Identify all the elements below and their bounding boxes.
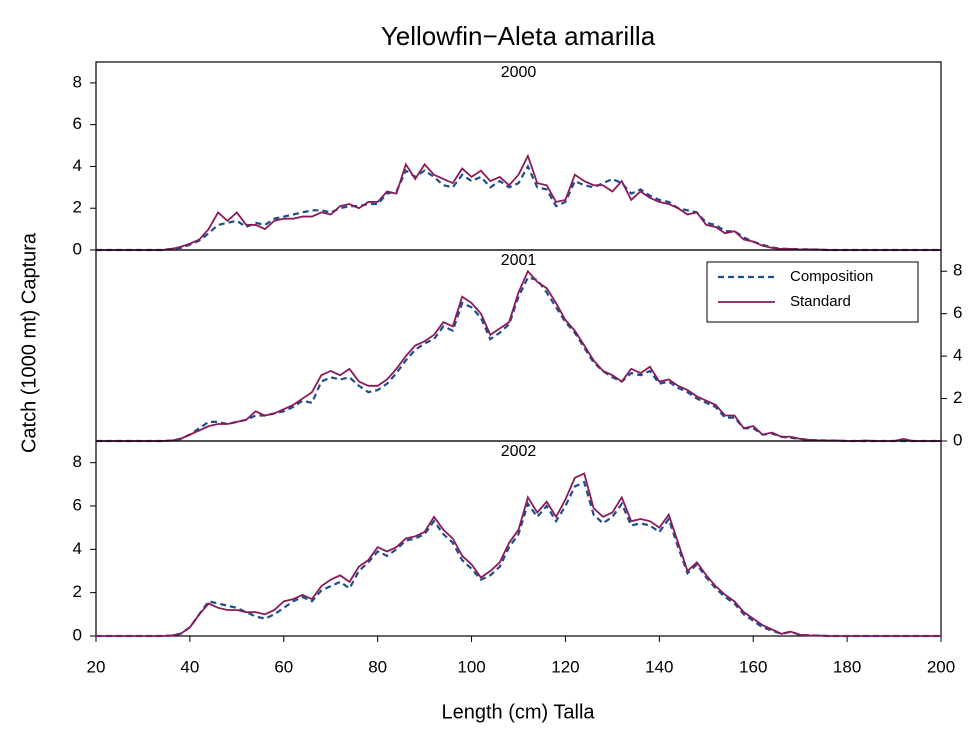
y-tick-label: 6 xyxy=(73,495,82,514)
x-tick-label: 180 xyxy=(833,657,861,676)
y-tick-label: 4 xyxy=(73,539,82,558)
y-tick-label: 2 xyxy=(953,388,962,407)
y-tick-label: 6 xyxy=(953,303,962,322)
y-tick-label: 2 xyxy=(73,582,82,601)
y-tick-label: 4 xyxy=(73,156,82,175)
y-tick-label: 0 xyxy=(73,239,82,258)
panel-title: 2000 xyxy=(501,64,537,81)
x-tick-label: 20 xyxy=(87,657,106,676)
series-line xyxy=(96,480,941,638)
panel-frame xyxy=(95,440,942,637)
y-tick-label: 8 xyxy=(73,72,82,91)
series-line xyxy=(96,276,941,443)
y-tick-label: 0 xyxy=(953,430,962,449)
x-tick-label: 140 xyxy=(645,657,673,676)
y-tick-label: 4 xyxy=(953,346,962,365)
series-line xyxy=(96,153,941,251)
x-tick-label: 60 xyxy=(274,657,293,676)
x-tick-label: 200 xyxy=(927,657,955,676)
y-tick-label: 0 xyxy=(73,625,82,644)
series-line xyxy=(96,472,941,637)
series-line xyxy=(96,163,941,252)
panel-frame xyxy=(95,61,942,251)
legend-box xyxy=(706,261,919,323)
x-tick-label: 120 xyxy=(551,657,579,676)
x-tick-label: 40 xyxy=(180,657,199,676)
legend-label: Standard xyxy=(790,293,851,310)
x-tick-label: 100 xyxy=(457,657,485,676)
x-axis-label: Length (cm) Talla xyxy=(441,701,595,723)
y-tick-label: 2 xyxy=(73,198,82,217)
chart-title: Yellowfin−Aleta amarilla xyxy=(381,21,656,51)
y-tick-label: 8 xyxy=(73,452,82,471)
y-tick-label: 6 xyxy=(73,114,82,133)
panel-title: 2002 xyxy=(501,443,537,460)
panel-title: 2001 xyxy=(501,252,537,269)
y-axis-label: Catch (1000 mt) Captura xyxy=(18,232,40,453)
x-tick-label: 80 xyxy=(368,657,387,676)
legend-label: Composition xyxy=(790,268,873,285)
y-tick-label: 8 xyxy=(953,261,962,280)
series-line xyxy=(96,269,941,442)
x-tick-label: 160 xyxy=(739,657,767,676)
